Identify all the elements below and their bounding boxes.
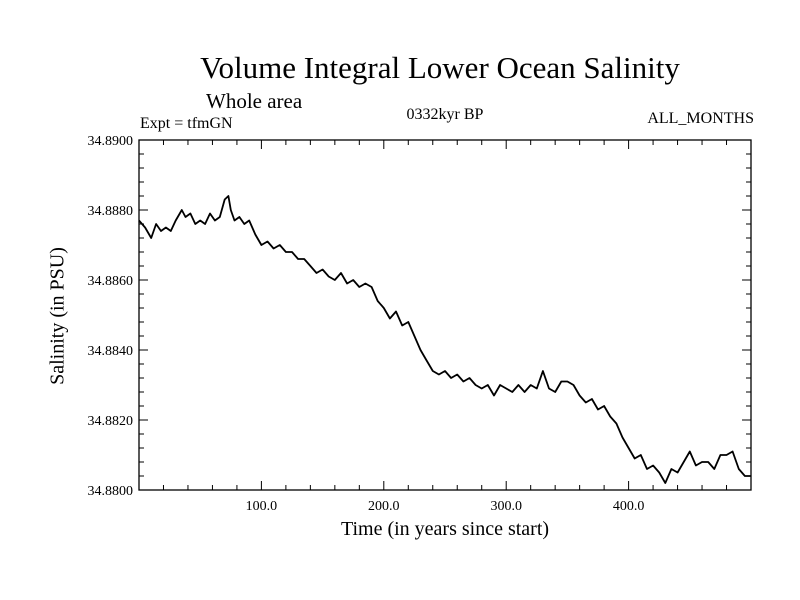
x-tick-label: 400.0 <box>613 499 645 514</box>
period-label: 0332kyr BP <box>406 106 484 123</box>
x-tick-label: 300.0 <box>490 499 522 514</box>
y-axis-label: Salinity (in PSU) <box>46 247 69 385</box>
chart-title: Volume Integral Lower Ocean Salinity <box>200 50 680 85</box>
series-line <box>138 195 751 484</box>
plot-frame <box>138 139 752 491</box>
y-tick-label: 34.8900 <box>88 134 134 149</box>
x-tick-label: 100.0 <box>246 499 278 514</box>
experiment-label: Expt = tfmGN <box>140 115 233 132</box>
y-tick-label: 34.8860 <box>88 274 134 289</box>
y-tick-label: 34.8880 <box>88 204 134 219</box>
months-label: ALL_MONTHS <box>647 110 754 127</box>
y-tick-label: 34.8820 <box>88 414 134 429</box>
y-tick-label: 34.8840 <box>88 344 134 359</box>
y-tick-label: 34.8800 <box>88 484 134 499</box>
chart-subtitle: Whole area <box>206 89 303 113</box>
x-tick-label: 200.0 <box>368 499 400 514</box>
x-axis-label: Time (in years since start) <box>340 518 550 540</box>
